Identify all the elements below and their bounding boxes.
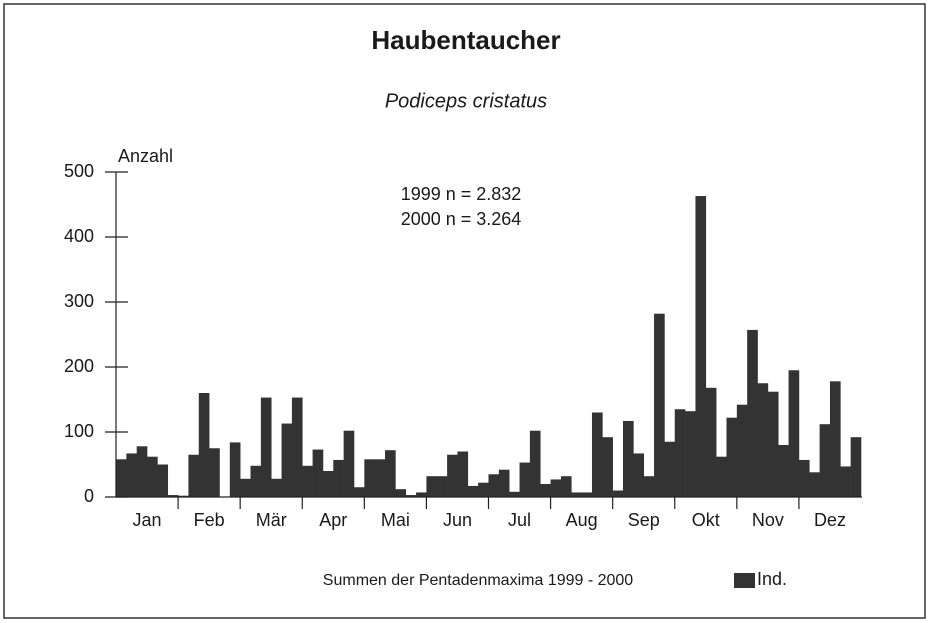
y-tick-label: 200	[64, 356, 94, 376]
bar	[116, 459, 127, 497]
legend-swatch	[734, 573, 755, 588]
bar	[705, 387, 717, 497]
x-tick-label: Dez	[814, 510, 846, 530]
bar	[612, 490, 624, 497]
x-tick-label: Aug	[566, 510, 598, 530]
bar	[385, 450, 396, 497]
bar	[188, 454, 200, 497]
y-axis-label: Anzahl	[118, 146, 173, 166]
bar	[550, 479, 562, 497]
bar	[602, 437, 613, 497]
bar	[747, 329, 758, 497]
x-tick-label: Okt	[692, 510, 720, 530]
x-tick-label: Feb	[194, 510, 225, 530]
bar	[260, 397, 272, 497]
bar	[281, 423, 293, 497]
annotation: 2000 n = 3.264	[401, 209, 522, 229]
bar	[457, 451, 469, 497]
bar	[395, 489, 407, 497]
bar	[643, 476, 655, 497]
bar	[467, 485, 479, 497]
bar	[840, 466, 851, 497]
bar	[333, 459, 344, 497]
bar	[809, 472, 820, 497]
bar	[498, 469, 510, 497]
bar	[591, 412, 603, 497]
bar	[581, 492, 593, 497]
bar	[736, 404, 748, 497]
bar	[529, 430, 541, 497]
x-tick-label: Jul	[508, 510, 531, 530]
bar	[302, 465, 313, 497]
bar	[798, 459, 810, 497]
bar	[157, 464, 169, 497]
bar	[416, 492, 427, 497]
bar	[633, 453, 645, 497]
y-tick-label: 300	[64, 291, 94, 311]
bar	[374, 459, 386, 497]
bar	[674, 409, 686, 497]
bar	[209, 448, 220, 497]
bar	[126, 453, 137, 497]
x-tick-label: Jun	[443, 510, 472, 530]
bar	[250, 465, 262, 497]
chart-subtitle: Podiceps cristatus	[385, 90, 547, 112]
bar	[685, 411, 696, 497]
bar	[447, 454, 458, 497]
bar	[322, 471, 334, 497]
bar	[343, 430, 355, 497]
bar	[819, 424, 831, 497]
bar	[240, 478, 251, 497]
bar	[829, 381, 841, 497]
bar	[136, 446, 148, 497]
x-tick-label: Mai	[381, 510, 410, 530]
y-tick-label: 400	[64, 226, 94, 246]
bar	[767, 391, 779, 497]
x-tick-label: Mär	[256, 510, 287, 530]
bar	[664, 441, 676, 497]
annotation: 1999 n = 2.832	[401, 184, 522, 204]
bar	[726, 417, 738, 497]
frame	[3, 3, 926, 619]
bar	[850, 437, 862, 497]
bar	[509, 491, 520, 497]
bar	[291, 397, 303, 497]
x-tick-label: Sep	[628, 510, 660, 530]
bar	[560, 476, 572, 497]
bar	[167, 495, 179, 497]
bar	[364, 459, 375, 497]
bar	[571, 492, 582, 497]
bar	[198, 393, 210, 497]
x-tick-label: Nov	[752, 510, 784, 530]
bar	[716, 456, 727, 497]
bar	[405, 495, 417, 497]
bar	[540, 484, 551, 497]
bar	[426, 476, 438, 497]
bar	[271, 478, 282, 497]
bar	[757, 383, 769, 497]
bar	[623, 420, 634, 497]
chart-title: Haubentaucher	[371, 25, 560, 55]
legend-label: Ind.	[757, 569, 787, 589]
bar	[478, 482, 489, 497]
bar	[488, 474, 500, 497]
bar	[147, 456, 158, 497]
y-tick-label: 100	[64, 421, 94, 441]
y-tick-label: 500	[64, 161, 94, 181]
bar	[436, 476, 448, 497]
x-tick-label: Jan	[133, 510, 162, 530]
x-axis-label: Summen der Pentadenmaxima 1999 - 2000	[323, 572, 634, 589]
bar	[353, 487, 365, 497]
x-tick-label: Apr	[319, 510, 347, 530]
y-tick-label: 0	[84, 486, 94, 506]
bar	[695, 196, 707, 498]
bar	[519, 462, 531, 497]
bar	[654, 313, 665, 497]
bar	[788, 370, 800, 497]
bar	[312, 449, 324, 497]
bar	[178, 495, 189, 497]
bar	[778, 445, 789, 497]
bar	[229, 442, 241, 497]
